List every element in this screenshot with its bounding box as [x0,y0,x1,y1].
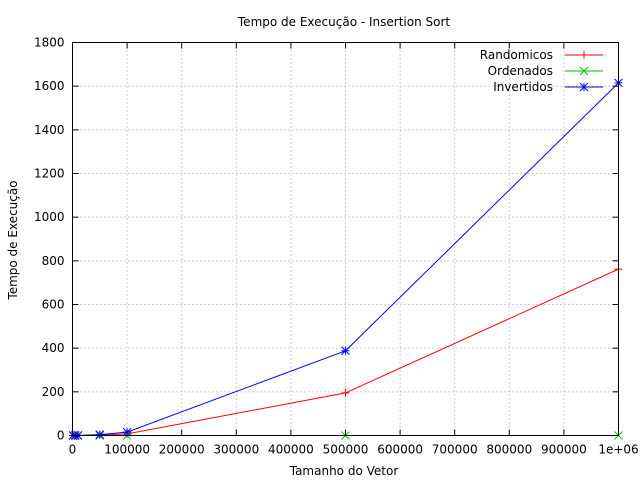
legend-marker-invertidos [579,82,589,92]
y-tick-label: 400 [42,341,65,355]
x-tick-label: 700000 [432,443,478,457]
x-tick-label: 300000 [213,443,259,457]
y-tick-label: 600 [42,298,65,312]
plot-frame [72,42,619,436]
y-tick-label: 1400 [34,123,65,137]
legend-label-randomicos: Randomicos [480,48,553,62]
x-tick-label: 1e+06 [598,443,638,457]
x-axis-label: Tamanho do Vetor [289,464,399,478]
y-axis-label: Tempo de Execução [6,180,20,300]
x-tick-label: 900000 [541,443,587,457]
axes: 0 100000 200000 300000 400000 500000 600000 700… [34,36,639,457]
y-tick-label: 0 [57,429,65,443]
y-tick-label: 1200 [34,167,65,181]
legend-marker-ordenados [579,66,589,76]
y-tick-label: 1800 [34,36,65,50]
data-point-invertidos [95,430,105,440]
marker-stroke [341,346,350,356]
legend-label-ordenados: Ordenados [488,64,553,78]
x-tick-label: 500000 [323,443,369,457]
y-tick-label: 1600 [34,79,65,93]
x-tick-label: 800000 [486,443,532,457]
grid [72,42,619,436]
data-point-invertidos [341,346,350,356]
x-tick-label: 200000 [159,443,205,457]
marker-stroke [579,82,589,92]
y-tick-label: 1000 [34,210,65,224]
legend: Randomicos Ordenados Invertidos [480,48,603,94]
x-tick-label: 0 [69,443,77,457]
y-tick-label: 200 [42,385,65,399]
marker-stroke [95,430,105,440]
x-tick-label: 400000 [268,443,314,457]
marker-stroke [579,66,589,76]
data-point-randomicos [341,388,350,397]
data-point-invertidos [122,427,132,437]
legend-label-invertidos: Invertidos [493,80,553,94]
x-tick-label: 100000 [104,443,150,457]
legend-marker-randomicos [580,51,588,59]
chart-title: Tempo de Execução - Insertion Sort [237,15,451,29]
x-tick-label: 600000 [377,443,423,457]
marker-stroke [122,427,132,437]
y-tick-label: 800 [42,254,65,268]
